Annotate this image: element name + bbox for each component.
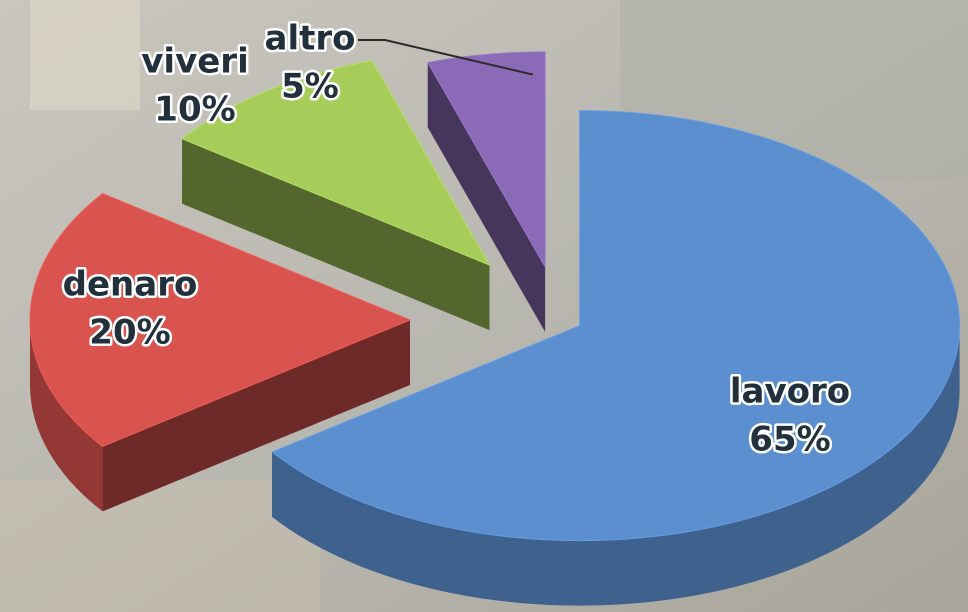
category-label: altro xyxy=(265,19,356,59)
category-label: denaro xyxy=(63,265,198,305)
value-label: 65% xyxy=(749,420,830,460)
background-shape xyxy=(0,480,320,612)
background-shape xyxy=(30,0,140,110)
category-label: lavoro xyxy=(730,372,850,412)
chart: lavoro 65% denaro 20% viveri 10% altro 5% xyxy=(0,0,968,612)
category-label: viveri xyxy=(141,42,248,82)
value-label: 10% xyxy=(154,90,235,130)
value-label: 20% xyxy=(89,313,170,353)
value-label: 5% xyxy=(281,67,339,107)
